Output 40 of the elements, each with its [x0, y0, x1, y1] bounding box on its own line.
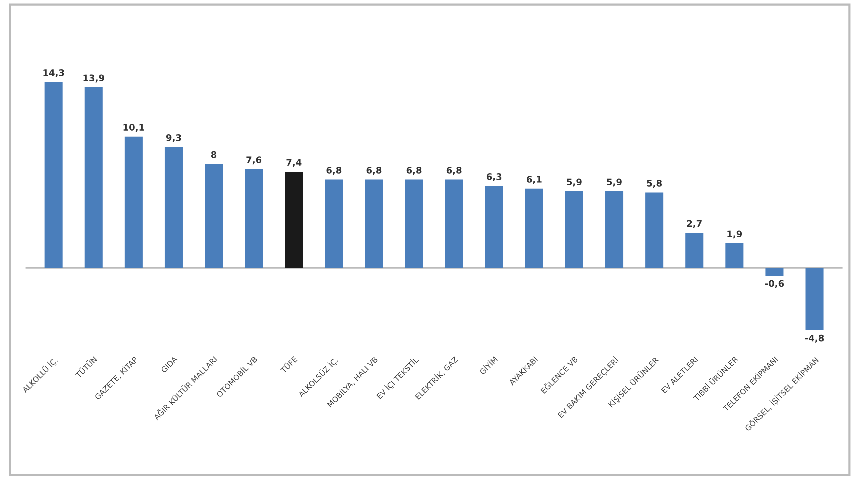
bar	[124, 136, 143, 268]
data-label: 14,3	[44, 70, 64, 78]
bar	[84, 87, 103, 268]
bar	[205, 164, 224, 268]
data-label: 8	[211, 151, 217, 158]
data-label: 5,9	[567, 178, 582, 187]
bar	[806, 268, 824, 331]
data-label: -0,6	[765, 280, 784, 288]
bar	[686, 233, 704, 268]
data-label: 1,9	[728, 230, 742, 239]
data-label: 9,3	[166, 134, 182, 142]
data-label: 6,8	[326, 167, 342, 175]
bar	[285, 172, 304, 268]
bar	[766, 268, 784, 276]
data-label: 10,1	[124, 124, 144, 132]
bar	[164, 147, 183, 268]
bar	[565, 191, 584, 268]
bar	[606, 191, 624, 268]
data-label: 6,1	[526, 176, 542, 184]
data-label: 7,4	[286, 159, 302, 168]
data-label: 6,8	[406, 167, 422, 175]
bar	[405, 180, 424, 268]
bar	[485, 186, 504, 268]
data-label: 6,8	[366, 167, 382, 175]
data-label: 6,8	[446, 167, 462, 175]
data-label: 5,8	[647, 180, 662, 188]
data-label: 2,7	[687, 220, 702, 228]
data-label: 5,9	[607, 178, 622, 187]
data-label: 6,3	[486, 174, 502, 182]
bar	[44, 82, 63, 268]
bar	[445, 180, 464, 268]
data-label: 13,9	[84, 74, 104, 83]
bar	[325, 180, 344, 268]
bar	[245, 169, 264, 268]
bar	[525, 188, 544, 268]
bar	[365, 180, 384, 268]
data-label: -4,8	[805, 334, 824, 343]
bar	[726, 243, 744, 268]
bar	[646, 192, 664, 268]
data-label: 7,6	[246, 156, 262, 165]
